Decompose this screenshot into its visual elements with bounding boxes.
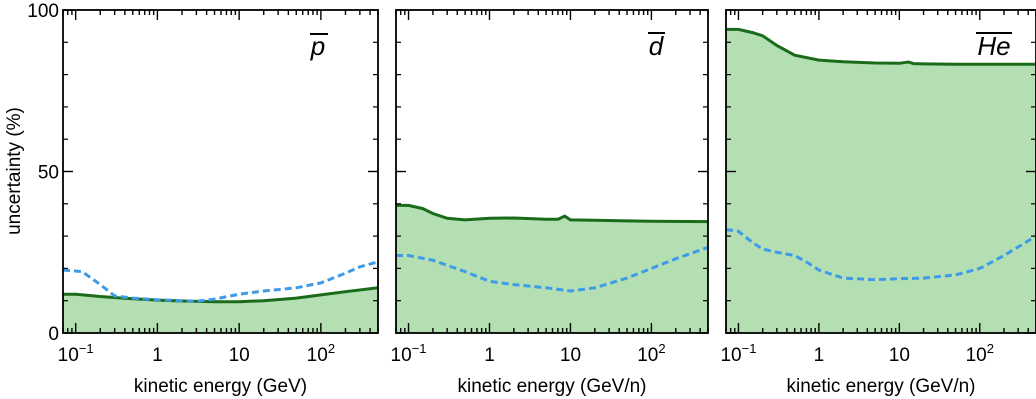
y-tick-label: 100 [27,1,59,22]
x-tick-label: 10−1 [391,341,427,366]
panel-label-text: p [310,31,325,61]
y-tick-label: 50 [38,163,59,184]
total-uncertainty-line [726,27,1036,66]
y-axis-title: uncertainty (%) [4,107,25,235]
panel-antiproton: 10−1 1 10 102 0 50 100 kinetic energy (GeV) [27,1,379,397]
x-axis-title: kinetic energy (GeV/n) [786,376,975,397]
dashed-uncertainty-line [63,260,378,303]
x-tick-label: 102 [966,341,994,366]
x-axis-title: kinetic energy (GeV) [134,376,307,397]
x-tick-label: 10 [560,345,581,366]
x-tick-label: 10−1 [720,341,756,366]
x-tick-label: 10 [889,345,910,366]
x-axis-title: kinetic energy (GeV/n) [457,376,646,397]
x-tick-label: 1 [484,345,495,366]
dashed-uncertainty-line [396,245,708,293]
panel-label-he: He [976,31,1012,61]
x-tick-label: 10−1 [58,341,94,366]
uncertainty-area [396,205,708,333]
uncertainty-area [726,29,1036,333]
panel-label-p: p [310,31,328,61]
panel-antideuteron: 10−1 1 10 102 kinetic energy (GeV/n) [391,9,709,397]
total-uncertainty-line [396,203,708,224]
x-tick-label: 1 [152,345,163,366]
y-tick-label: 0 [48,324,59,345]
x-tick-label: 1 [814,345,825,366]
total-uncertainty-line [63,286,378,304]
panel-label-text: d [649,31,665,61]
x-tick-label: 102 [307,341,335,366]
x-tick-label: 10 [229,345,250,366]
plot-frame [62,9,379,334]
x-tick-label: 102 [637,341,665,366]
panel-antihelium: 10−1 1 10 102 kinetic energy (GeV/n) [720,9,1036,397]
panel-label-text: He [977,31,1010,61]
panel-label-d: d [648,31,665,61]
dashed-uncertainty-line [726,228,1036,282]
